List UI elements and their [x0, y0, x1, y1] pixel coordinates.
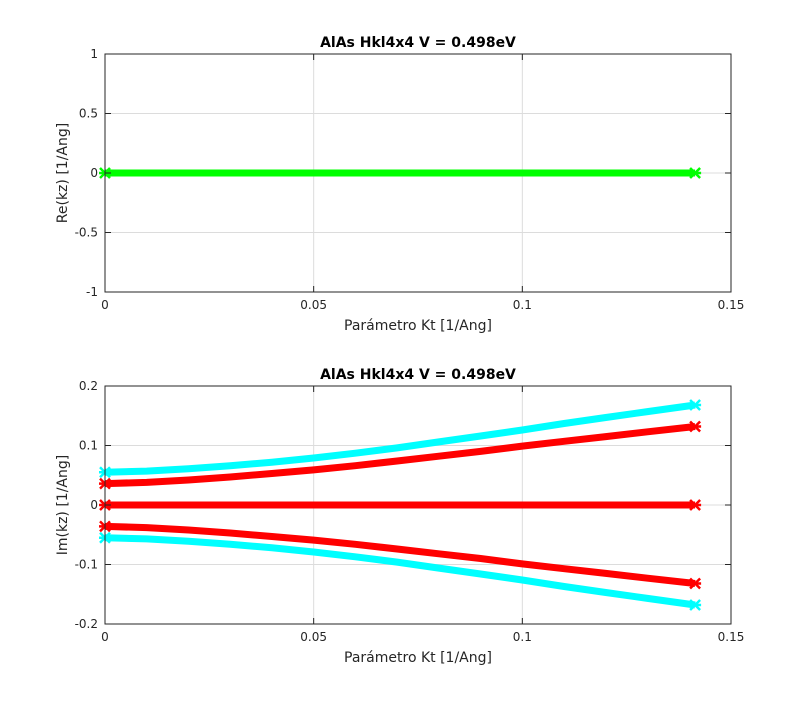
series-marker: [689, 167, 702, 179]
y-tick-label: 0.1: [79, 439, 98, 453]
series-marker: [689, 599, 702, 611]
subplot-imaginary-part: 0 0.05 0.1 0.15 -0.2 -0.1 0 0.1 0.2 AlAs Hkl4x4 …: [55, 367, 744, 666]
subplot-real-part: 0 0.05 0.1 0.15 -1 -0.5 0 0.5 1 AlAs Hkl4x4 V = …: [55, 35, 744, 334]
y-tick-label: 1: [90, 47, 98, 61]
series-marker: [689, 577, 702, 590]
x-tick-label: 0: [101, 630, 109, 644]
y-tick-label: 0: [90, 166, 98, 180]
x-axis-label: Parámetro Kt [1/Ang]: [344, 650, 492, 666]
series-group: [99, 399, 702, 611]
y-axis-label: Im(kz) [1/Ang]: [55, 455, 71, 555]
series-marker: [689, 399, 702, 411]
y-tick-label: -0.5: [75, 226, 98, 240]
ticks: 0 0.05 0.1 0.15 -0.2 -0.1 0 0.1 0.2: [75, 379, 745, 644]
chart-title: AlAs Hkl4x4 V = 0.498eV: [320, 35, 516, 51]
series-marker: [689, 499, 702, 511]
x-tick-label: 0.15: [718, 298, 745, 312]
series-line-3: [104, 522, 696, 587]
y-tick-label: -0.2: [75, 617, 98, 631]
x-tick-label: 0.05: [300, 630, 327, 644]
y-tick-label: -0.1: [75, 558, 98, 572]
x-tick-label: 0: [101, 298, 109, 312]
series-line-4: [104, 534, 696, 609]
chart-title: AlAs Hkl4x4 V = 0.498eV: [320, 367, 516, 383]
y-tick-label: 0: [90, 498, 98, 512]
y-tick-label: 0.2: [79, 379, 98, 393]
series-line-0: [104, 401, 696, 476]
series-group: [99, 167, 702, 179]
x-axis-label: Parámetro Kt [1/Ang]: [344, 318, 492, 334]
series-marker: [689, 420, 702, 433]
y-tick-label: -1: [86, 285, 98, 299]
x-tick-label: 0.05: [300, 298, 327, 312]
ticks: 0 0.05 0.1 0.15 -1 -0.5 0 0.5 1: [75, 47, 745, 312]
y-tick-label: 0.5: [79, 107, 98, 121]
y-axis-label: Re(kz) [1/Ang]: [55, 123, 71, 223]
series-line-1: [104, 423, 696, 488]
x-tick-label: 0.15: [718, 630, 745, 644]
x-tick-label: 0.1: [513, 298, 532, 312]
x-tick-label: 0.1: [513, 630, 532, 644]
